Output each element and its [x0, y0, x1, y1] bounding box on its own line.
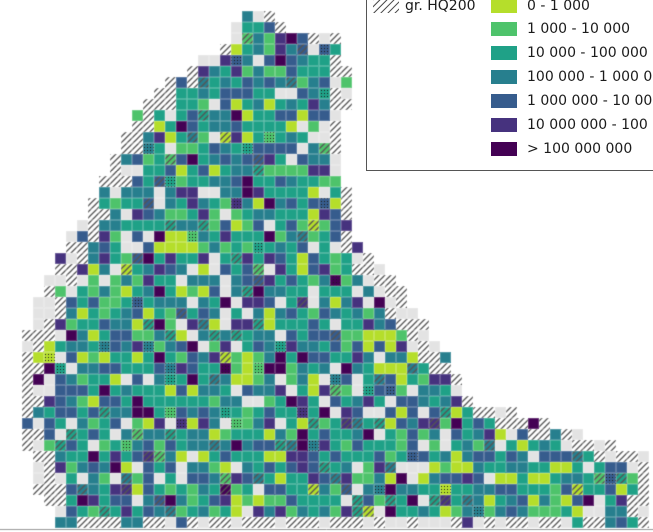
hatch-pattern-icon — [373, 0, 399, 13]
legend-swatch — [491, 22, 517, 36]
legend-label: 0 - 1 000 — [527, 0, 590, 14]
legend-label: 100 000 - 1 000 0 — [527, 69, 653, 85]
legend-item: > 100 000 000 — [491, 140, 632, 158]
legend-swatch — [491, 94, 517, 108]
legend-item: 1 000 000 - 10 00 — [491, 92, 652, 110]
legend-label: 10 000 000 - 100 — [527, 117, 648, 133]
legend-hatch-label: gr. HQ200 — [405, 0, 476, 14]
legend-swatch — [491, 0, 517, 13]
legend-swatch — [491, 118, 517, 132]
legend-label: 1 000 000 - 10 00 — [527, 93, 653, 109]
legend-swatch — [491, 70, 517, 84]
legend-label: > 100 000 000 — [527, 141, 633, 157]
legend-swatch — [491, 142, 517, 156]
legend-item: 0 - 1 000 — [491, 0, 590, 15]
legend-item: 10 000 000 - 100 — [491, 116, 648, 134]
legend-label: 1 000 - 10 000 — [527, 21, 631, 37]
legend-swatch — [491, 46, 517, 60]
legend-item: 10 000 - 100 000 — [491, 44, 648, 62]
legend-label: 10 000 - 100 000 — [527, 45, 648, 61]
map-legend: gr. HQ200 0 - 1 000 1 000 - 10 000 10 00… — [366, 0, 653, 171]
legend-item: 1 000 - 10 000 — [491, 20, 630, 38]
legend-item: 100 000 - 1 000 0 — [491, 68, 652, 86]
